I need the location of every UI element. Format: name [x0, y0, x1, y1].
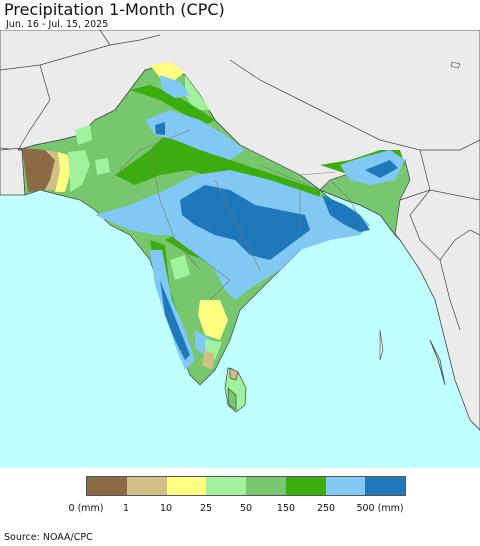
- south-dry: [170, 255, 228, 370]
- source-credit: Source: NOAA/CPC: [4, 532, 93, 543]
- legend-swatch-1: [126, 477, 167, 495]
- legend-label-2: 10: [159, 503, 173, 514]
- legend-label-0: 0 (mm): [68, 503, 104, 514]
- internal-borders: [119, 129, 361, 301]
- date-range: Jun. 16 - Jul. 15, 2025: [6, 19, 109, 30]
- precipitation-map: [0, 30, 480, 468]
- legend-label-3: 25: [199, 503, 213, 514]
- legend-swatch-7: [365, 477, 405, 495]
- darkblue-zones: [155, 122, 398, 360]
- legend-label-4: 50: [239, 503, 253, 514]
- legend-swatch-4: [246, 477, 286, 495]
- legend-swatch-5: [285, 477, 326, 495]
- legend-label-7: 500 (mm): [356, 503, 404, 514]
- map-title: Precipitation 1-Month (CPC): [4, 0, 225, 19]
- legend-colorbar: [86, 476, 406, 496]
- dry-zones: [22, 62, 210, 192]
- legend-swatch-6: [325, 477, 366, 495]
- sri-lanka: [224, 367, 247, 413]
- legend-label-5: 150: [276, 503, 296, 514]
- legend-swatch-0: [87, 477, 127, 495]
- islands: [379, 61, 461, 361]
- legend-swatch-2: [166, 477, 207, 495]
- southeast-asia: [379, 189, 480, 431]
- map-svg: [0, 30, 480, 431]
- legend-swatch-3: [206, 477, 246, 495]
- outside-borders: [0, 30, 480, 331]
- legend-label-1: 1: [122, 503, 130, 514]
- legend-label-6: 250: [316, 503, 336, 514]
